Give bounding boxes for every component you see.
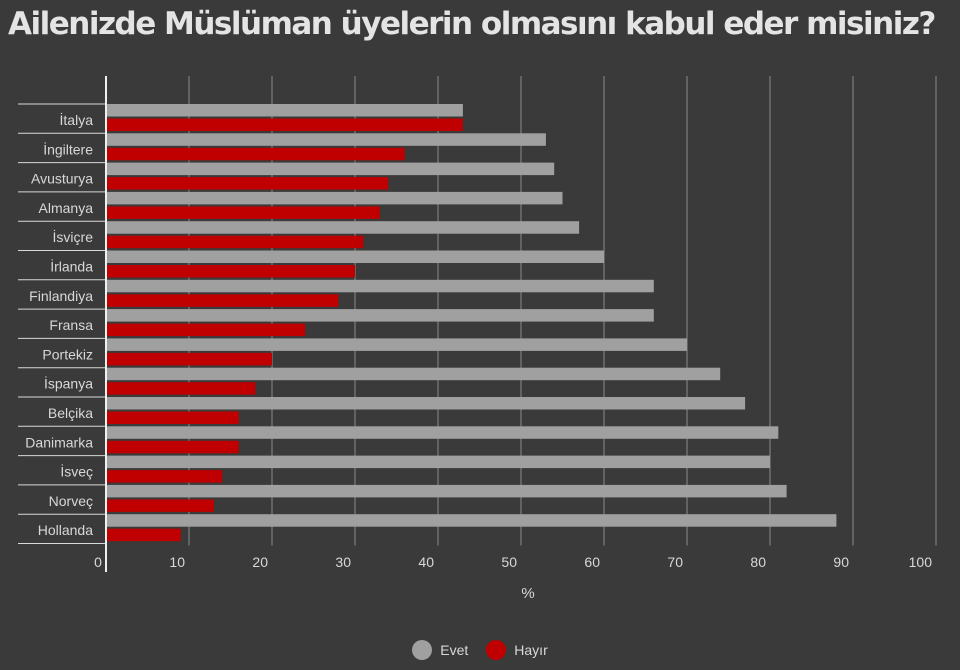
x-tick-label: 70 (667, 554, 683, 570)
bar-hayir[interactable] (107, 382, 256, 395)
bar-evet[interactable] (107, 514, 837, 527)
category-label: Portekiz (42, 346, 93, 362)
bar-evet[interactable] (107, 250, 604, 264)
bar-hayir[interactable] (107, 294, 339, 307)
category-label: Almanya (39, 200, 94, 216)
bar-evet[interactable] (107, 309, 654, 322)
legend-label-evet: Evet (440, 642, 469, 658)
x-tick-label: 90 (833, 554, 849, 570)
legend-item-evet[interactable]: Evet (412, 640, 468, 660)
category-label: İrlanda (50, 258, 93, 275)
x-tick-label: 50 (501, 554, 517, 570)
bar-evet[interactable] (107, 104, 463, 117)
x-tick-labels: 0 10 20 30 40 50 60 70 80 90 100 (94, 554, 932, 570)
bar-hayir[interactable] (107, 440, 239, 454)
bar-hayir[interactable] (107, 206, 380, 219)
bar-evet[interactable] (107, 397, 746, 410)
category-label: Hollanda (38, 522, 93, 538)
category-label: İsviçre (53, 228, 94, 245)
bar-hayir[interactable] (107, 411, 239, 425)
bar-evet[interactable] (107, 162, 555, 176)
bar-chart: İtalya İngiltere Avusturya Almanya İsviçre İr… (18, 76, 937, 602)
bar-evet[interactable] (107, 133, 546, 146)
legend-dot-hayir (486, 640, 507, 660)
category-label: Norveç (49, 493, 93, 509)
bar-evet[interactable] (107, 484, 787, 498)
bar-hayir[interactable] (107, 118, 463, 132)
bars (107, 104, 837, 542)
bar-evet[interactable] (107, 367, 721, 381)
legend: Evet Hayır (0, 640, 960, 660)
x-axis-label: % (521, 585, 534, 602)
bar-hayir[interactable] (107, 323, 306, 337)
category-label: Finlandiya (29, 288, 93, 304)
bar-hayir[interactable] (107, 147, 405, 161)
category-label: İsveç (60, 463, 93, 480)
legend-dot-evet (412, 640, 433, 660)
category-label: Fransa (49, 317, 93, 333)
x-tick-label: 20 (252, 554, 268, 570)
legend-label-hayir: Hayır (514, 642, 548, 658)
bar-hayir[interactable] (107, 265, 355, 278)
x-tick-label: 30 (335, 554, 351, 570)
bar-hayir[interactable] (107, 177, 389, 190)
bar-hayir[interactable] (107, 528, 181, 542)
legend-item-hayir[interactable]: Hayır (486, 640, 548, 660)
bar-evet[interactable] (107, 191, 563, 205)
category-label: İngiltere (43, 140, 93, 157)
bar-hayir[interactable] (107, 470, 223, 483)
x-tick-label: 10 (169, 554, 185, 570)
x-tick-label: 0 (94, 554, 102, 570)
bar-hayir[interactable] (107, 352, 272, 366)
category-label: Danimarka (25, 434, 93, 450)
category-label: İspanya (44, 375, 93, 392)
category-label: İtalya (60, 111, 94, 128)
bar-evet[interactable] (107, 279, 654, 293)
category-label: Belçika (48, 405, 93, 421)
x-tick-label: 60 (584, 554, 600, 570)
bar-evet[interactable] (107, 455, 770, 469)
bar-evet[interactable] (107, 221, 580, 234)
x-tick-label: 100 (909, 554, 933, 570)
x-tick-label: 80 (750, 554, 766, 570)
bar-evet[interactable] (107, 338, 687, 351)
category-label: Avusturya (31, 171, 93, 187)
bar-evet[interactable] (107, 426, 779, 439)
x-tick-label: 40 (418, 554, 434, 570)
category-labels: İtalya İngiltere Avusturya Almanya İsviçre İr… (18, 103, 106, 544)
bar-hayir[interactable] (107, 235, 364, 249)
chart-title: Ailenizde Müslüman üyelerin olmasını kab… (8, 6, 936, 42)
bar-hayir[interactable] (107, 499, 214, 512)
